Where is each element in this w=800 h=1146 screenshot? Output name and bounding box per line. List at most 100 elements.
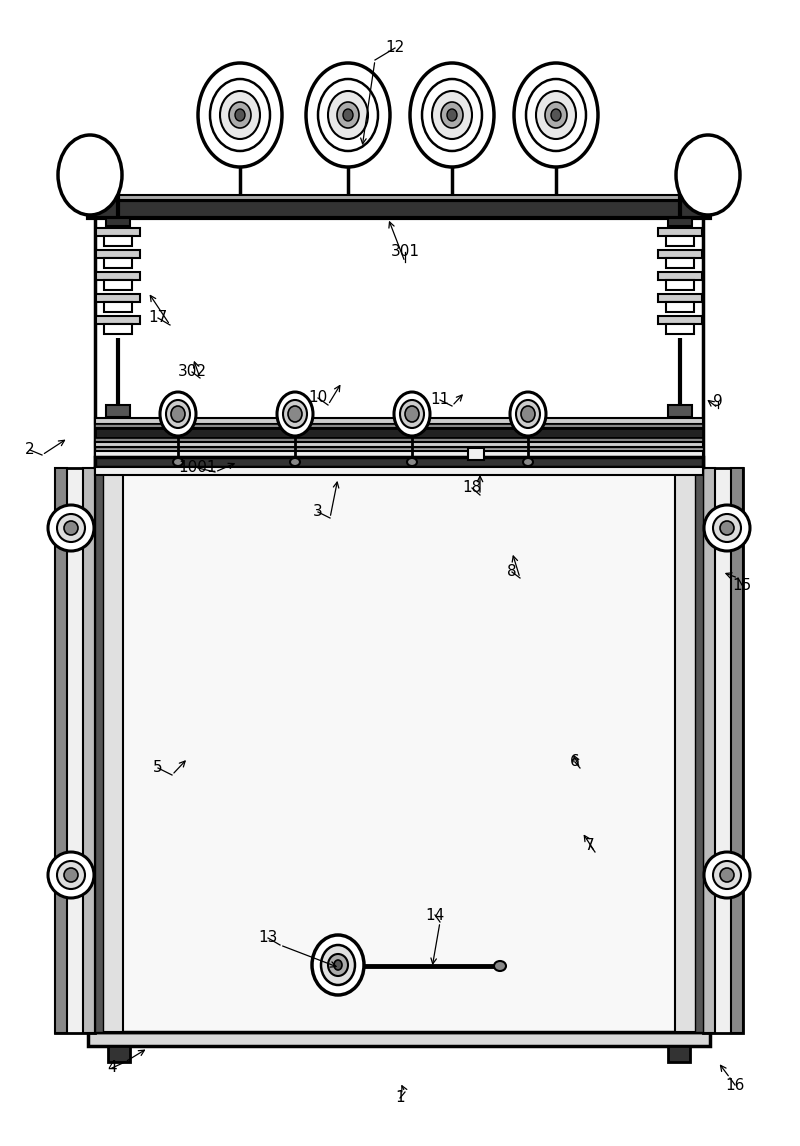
Ellipse shape: [318, 79, 378, 151]
Bar: [95, 424, 703, 427]
Bar: [658, 316, 702, 324]
Bar: [95, 427, 703, 438]
Ellipse shape: [400, 400, 424, 427]
Bar: [96, 228, 140, 236]
Bar: [55, 468, 67, 1033]
Ellipse shape: [704, 851, 750, 898]
Text: 17: 17: [148, 311, 168, 325]
Bar: [96, 272, 140, 280]
Bar: [108, 1046, 130, 1062]
Ellipse shape: [328, 91, 368, 139]
Bar: [104, 258, 132, 268]
Ellipse shape: [337, 102, 359, 128]
Ellipse shape: [720, 521, 734, 535]
Ellipse shape: [312, 935, 364, 995]
Ellipse shape: [198, 63, 282, 167]
Bar: [55, 468, 95, 1033]
Bar: [95, 452, 703, 457]
Ellipse shape: [57, 861, 85, 889]
Text: 3: 3: [313, 504, 323, 519]
Bar: [88, 201, 710, 218]
Ellipse shape: [676, 135, 740, 215]
Text: 11: 11: [430, 392, 450, 408]
Text: 8: 8: [507, 565, 517, 580]
Bar: [658, 272, 702, 280]
Ellipse shape: [720, 868, 734, 882]
Ellipse shape: [514, 63, 598, 167]
Ellipse shape: [334, 960, 342, 970]
Bar: [96, 295, 140, 303]
Ellipse shape: [713, 515, 741, 542]
Text: 14: 14: [426, 908, 445, 923]
Bar: [668, 218, 692, 226]
Ellipse shape: [510, 392, 546, 435]
Ellipse shape: [57, 515, 85, 542]
Ellipse shape: [48, 851, 94, 898]
Bar: [104, 324, 132, 333]
Text: 4: 4: [107, 1060, 117, 1075]
Ellipse shape: [210, 79, 270, 151]
Ellipse shape: [160, 392, 196, 435]
Ellipse shape: [551, 109, 561, 121]
Ellipse shape: [166, 400, 190, 427]
Text: 13: 13: [258, 931, 278, 945]
Text: 12: 12: [386, 40, 405, 55]
Ellipse shape: [447, 109, 457, 121]
Text: 302: 302: [178, 364, 206, 379]
Ellipse shape: [48, 505, 94, 551]
Bar: [695, 468, 703, 1033]
Bar: [106, 218, 130, 226]
Bar: [95, 468, 703, 1033]
Ellipse shape: [277, 392, 313, 435]
Ellipse shape: [321, 945, 355, 986]
Text: 6: 6: [570, 754, 580, 769]
Bar: [658, 295, 702, 303]
Ellipse shape: [229, 102, 251, 128]
Ellipse shape: [523, 458, 533, 466]
Text: 2: 2: [25, 442, 35, 457]
Ellipse shape: [290, 458, 300, 466]
Ellipse shape: [516, 400, 540, 427]
Bar: [96, 250, 140, 258]
Ellipse shape: [171, 406, 185, 422]
Text: 15: 15: [732, 578, 752, 592]
Text: 1: 1: [395, 1091, 405, 1106]
Bar: [731, 468, 743, 1033]
Bar: [88, 1033, 710, 1046]
Bar: [658, 250, 702, 258]
Ellipse shape: [422, 79, 482, 151]
Ellipse shape: [526, 79, 586, 151]
Bar: [88, 195, 710, 201]
Bar: [106, 405, 130, 417]
Text: 1001: 1001: [178, 461, 218, 476]
Ellipse shape: [328, 953, 348, 976]
Bar: [666, 258, 694, 268]
Ellipse shape: [64, 521, 78, 535]
Ellipse shape: [713, 861, 741, 889]
Bar: [95, 468, 703, 474]
Ellipse shape: [432, 91, 472, 139]
Ellipse shape: [441, 102, 463, 128]
Text: 5: 5: [153, 761, 163, 776]
Ellipse shape: [536, 91, 576, 139]
Bar: [668, 1046, 690, 1062]
Text: 10: 10: [308, 391, 328, 406]
Ellipse shape: [288, 406, 302, 422]
Bar: [666, 280, 694, 290]
Ellipse shape: [64, 868, 78, 882]
Ellipse shape: [394, 392, 430, 435]
Bar: [703, 468, 743, 1033]
Ellipse shape: [407, 458, 417, 466]
Text: 9: 9: [713, 394, 723, 409]
Ellipse shape: [173, 458, 183, 466]
Ellipse shape: [283, 400, 307, 427]
Bar: [104, 280, 132, 290]
Bar: [666, 324, 694, 333]
Text: 301: 301: [390, 244, 419, 259]
Ellipse shape: [343, 109, 353, 121]
Ellipse shape: [58, 135, 122, 215]
Bar: [675, 468, 703, 1033]
Ellipse shape: [545, 102, 567, 128]
Bar: [83, 468, 95, 1033]
Bar: [666, 303, 694, 312]
